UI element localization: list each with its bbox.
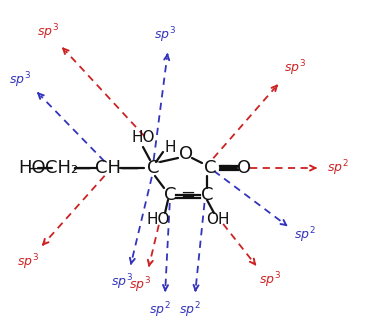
Text: C: C bbox=[164, 186, 176, 204]
Text: O: O bbox=[179, 145, 193, 163]
Text: C: C bbox=[147, 159, 159, 177]
Text: $\mathit{sp}^{3}$: $\mathit{sp}^{3}$ bbox=[129, 275, 151, 295]
Text: $\mathit{sp}^{3}$: $\mathit{sp}^{3}$ bbox=[37, 22, 59, 42]
Text: C: C bbox=[204, 159, 216, 177]
Text: $\mathit{sp}^{3}$: $\mathit{sp}^{3}$ bbox=[111, 272, 133, 292]
Text: $\mathit{sp}^{3}$: $\mathit{sp}^{3}$ bbox=[154, 25, 176, 45]
Text: $\mathit{sp}^{3}$: $\mathit{sp}^{3}$ bbox=[9, 70, 31, 90]
Text: =: = bbox=[217, 159, 233, 177]
Text: HO: HO bbox=[146, 213, 170, 228]
Text: $\mathit{sp}^{3}$: $\mathit{sp}^{3}$ bbox=[259, 270, 281, 290]
Text: H: H bbox=[164, 139, 176, 154]
Text: CH₂: CH₂ bbox=[45, 159, 79, 177]
Text: —: — bbox=[120, 159, 138, 177]
Text: CH: CH bbox=[95, 159, 121, 177]
Text: —: — bbox=[72, 159, 90, 177]
Text: OH: OH bbox=[206, 213, 230, 228]
Text: HO: HO bbox=[18, 159, 46, 177]
Text: —: — bbox=[28, 159, 46, 177]
Text: $\mathit{sp}^{3}$: $\mathit{sp}^{3}$ bbox=[284, 58, 306, 78]
Text: $\mathit{sp}^{3}$: $\mathit{sp}^{3}$ bbox=[17, 252, 39, 272]
Text: O: O bbox=[237, 159, 251, 177]
Text: $\mathit{sp}^{2}$: $\mathit{sp}^{2}$ bbox=[149, 300, 171, 320]
Text: =: = bbox=[181, 186, 196, 204]
Text: C: C bbox=[201, 186, 213, 204]
Text: $\mathit{sp}^{2}$: $\mathit{sp}^{2}$ bbox=[327, 158, 349, 178]
Text: HO: HO bbox=[131, 130, 155, 145]
Text: $\mathit{sp}^{2}$: $\mathit{sp}^{2}$ bbox=[294, 225, 316, 245]
Text: $\mathit{sp}^{2}$: $\mathit{sp}^{2}$ bbox=[179, 300, 201, 320]
